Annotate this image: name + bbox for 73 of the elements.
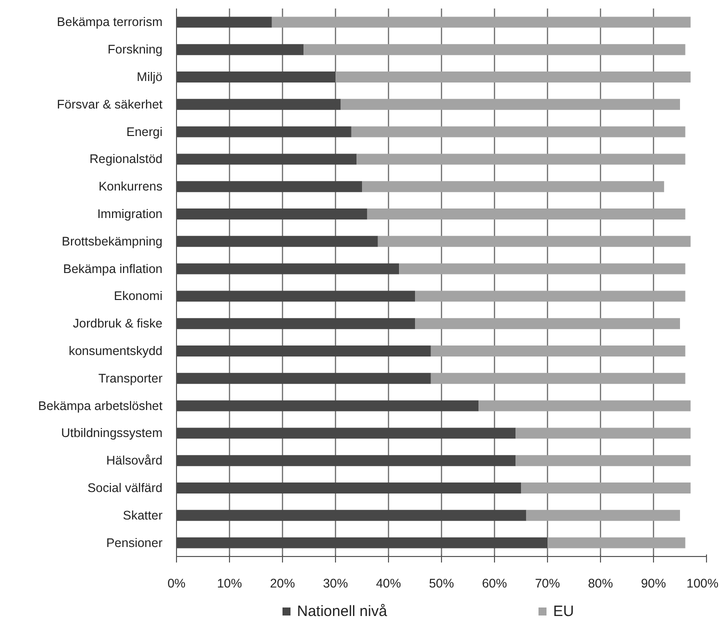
- bar: [176, 16, 272, 28]
- bar: [367, 208, 686, 220]
- bar: [478, 400, 691, 412]
- bar: [526, 510, 680, 521]
- bar: [176, 455, 516, 466]
- x-tick-label: 30%: [322, 576, 348, 590]
- y-tick-label: Immigration: [97, 207, 163, 221]
- x-tick-label: 10%: [216, 576, 242, 590]
- bar: [176, 126, 352, 138]
- bar: [356, 154, 686, 165]
- x-tick-label: 60%: [482, 576, 508, 590]
- y-tick-label: Skatter: [122, 508, 163, 522]
- bar: [176, 208, 368, 220]
- bar: [415, 318, 680, 330]
- bar: [516, 428, 691, 439]
- y-tick-label: Jordbruk & fiske: [72, 316, 163, 331]
- bar: [176, 346, 431, 356]
- bar: [378, 236, 691, 247]
- bar: [176, 236, 378, 247]
- bar: [176, 372, 431, 384]
- bar: [176, 318, 415, 330]
- y-tick-label: konsumentskydd: [68, 344, 163, 358]
- bar: [176, 263, 400, 274]
- bar: [176, 98, 341, 110]
- bar: [351, 126, 686, 138]
- bar: [304, 44, 686, 56]
- y-tick-label: Pensioner: [106, 536, 163, 550]
- y-tick-label: Miljö: [136, 70, 163, 84]
- y-tick-label: Social välfärd: [87, 481, 163, 495]
- bar: [399, 263, 686, 274]
- bar: [336, 72, 691, 82]
- x-tick-label: 40%: [376, 576, 402, 590]
- y-tick-label: Bekämpa inflation: [63, 262, 163, 276]
- bar: [176, 181, 362, 192]
- bar: [176, 154, 357, 165]
- y-tick-label: Bekämpa terrorism: [56, 15, 163, 30]
- bar: [548, 537, 686, 548]
- bar: [521, 482, 691, 494]
- y-tick-label: Transporter: [98, 371, 163, 386]
- bar: [340, 98, 680, 110]
- y-tick-label: Forskning: [108, 42, 163, 57]
- y-tick-label: Hälsovård: [106, 454, 163, 468]
- y-tick-label: Försvar & säkerhet: [56, 97, 164, 112]
- bar: [176, 44, 304, 56]
- bar: [362, 181, 664, 192]
- bar: [176, 510, 526, 521]
- bar: [430, 346, 686, 356]
- x-tick-label: 70%: [534, 576, 560, 590]
- y-tick-label: Bekämpa arbetslöshet: [38, 398, 164, 413]
- bar: [516, 455, 691, 466]
- x-tick-label: 50%: [428, 576, 454, 590]
- bar: [176, 428, 516, 439]
- y-tick-label: Regionalstöd: [90, 152, 163, 166]
- bar: [176, 72, 336, 82]
- bar: [176, 290, 415, 302]
- x-tick-label: 20%: [270, 576, 296, 590]
- x-tick-label: 100%: [686, 576, 719, 590]
- x-tick-label: 80%: [588, 576, 614, 590]
- y-tick-label: Utbildningssystem: [61, 426, 163, 440]
- y-tick-label: Konkurrens: [98, 180, 163, 194]
- bar: [176, 537, 548, 548]
- y-tick-label: Energi: [126, 124, 163, 139]
- legend-label: EU: [553, 602, 574, 620]
- bar: [430, 372, 686, 384]
- bar: [176, 400, 479, 412]
- x-tick-label: 0%: [167, 576, 186, 590]
- bar: [415, 290, 686, 302]
- bar: [272, 16, 691, 28]
- y-tick-label: Brottsbekämpning: [62, 234, 163, 248]
- y-tick-label: Ekonomi: [114, 289, 163, 304]
- bar: [176, 482, 521, 494]
- x-tick-label: 90%: [640, 576, 666, 590]
- legend-label: Nationell nivå: [297, 602, 388, 620]
